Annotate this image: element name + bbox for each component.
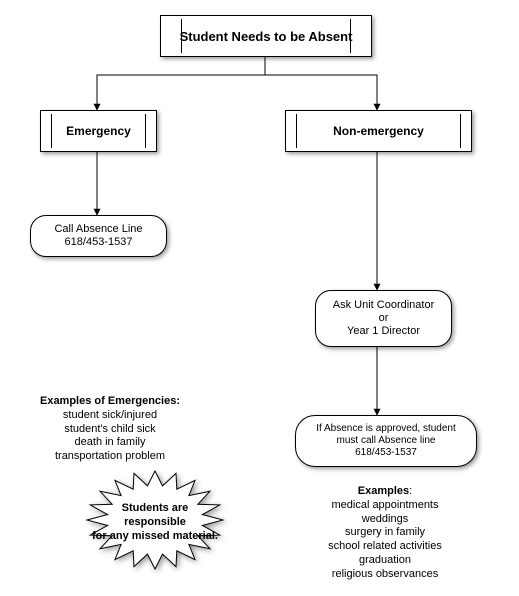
nonemergency-examples: Examples:medical appointmentsweddingssur…: [300, 485, 470, 581]
appr-line3: 618/453-1537: [355, 447, 417, 459]
ask-coordinator-node: Ask Unit Coordinator or Year 1 Director: [315, 290, 452, 347]
emergency-node: Emergency: [40, 110, 157, 152]
nonemergency-label: Non-emergency: [333, 124, 424, 138]
starburst-label: Students are responsible for any missed …: [75, 502, 235, 543]
if-approved-node: If Absence is approved, student must cal…: [295, 415, 477, 467]
call-line2: 618/453-1537: [65, 236, 133, 249]
emergency-label: Emergency: [66, 124, 131, 138]
nonemergency-node: Non-emergency: [285, 110, 472, 152]
call-absence-node: Call Absence Line 618/453-1537: [30, 215, 167, 257]
ask-line3: Year 1 Director: [347, 325, 420, 338]
appr-line1: If Absence is approved, student: [316, 423, 456, 435]
ask-line2: or: [379, 312, 389, 325]
appr-line2: must call Absence line: [337, 435, 436, 447]
ask-line1: Ask Unit Coordinator: [333, 299, 435, 312]
root-label: Student Needs to be Absent: [180, 29, 353, 44]
root-node: Student Needs to be Absent: [160, 15, 372, 57]
call-line1: Call Absence Line: [54, 223, 142, 236]
